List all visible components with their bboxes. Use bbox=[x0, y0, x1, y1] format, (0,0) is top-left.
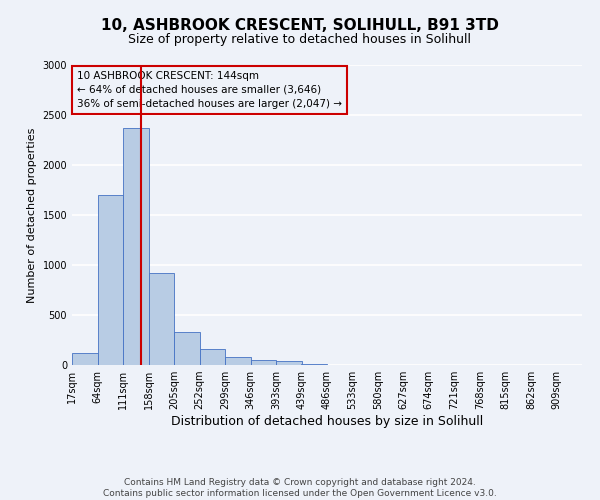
Bar bbox=[301, 364, 327, 365]
Bar bbox=[352, 364, 378, 365]
Text: Size of property relative to detached houses in Solihull: Size of property relative to detached ho… bbox=[128, 32, 472, 46]
Bar bbox=[174, 332, 200, 365]
Bar bbox=[225, 357, 251, 365]
Y-axis label: Number of detached properties: Number of detached properties bbox=[27, 128, 37, 302]
Bar bbox=[72, 353, 98, 365]
Text: 10 ASHBROOK CRESCENT: 144sqm
← 64% of detached houses are smaller (3,646)
36% of: 10 ASHBROOK CRESCENT: 144sqm ← 64% of de… bbox=[77, 71, 342, 109]
Bar bbox=[123, 128, 149, 365]
Text: 10, ASHBROOK CRESCENT, SOLIHULL, B91 3TD: 10, ASHBROOK CRESCENT, SOLIHULL, B91 3TD bbox=[101, 18, 499, 32]
Bar bbox=[149, 273, 174, 365]
X-axis label: Distribution of detached houses by size in Solihull: Distribution of detached houses by size … bbox=[171, 415, 483, 428]
Bar bbox=[327, 364, 352, 365]
Bar bbox=[98, 195, 123, 365]
Bar bbox=[276, 361, 302, 365]
Text: Contains HM Land Registry data © Crown copyright and database right 2024.
Contai: Contains HM Land Registry data © Crown c… bbox=[103, 478, 497, 498]
Bar bbox=[251, 360, 276, 365]
Bar bbox=[378, 364, 403, 365]
Bar bbox=[200, 349, 225, 365]
